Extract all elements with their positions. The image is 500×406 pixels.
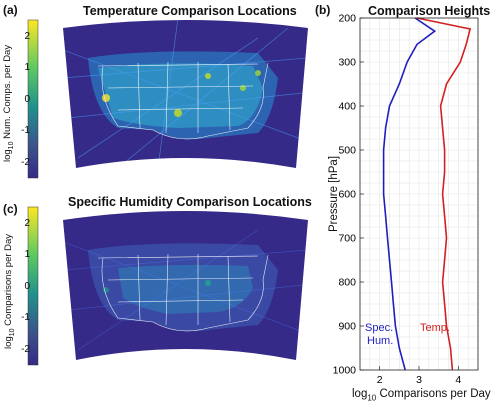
colorbar-tick: 2 (24, 218, 30, 229)
legend-temp: Temp. (420, 322, 450, 334)
x-axis-label-suffix: Comparisons per Day (376, 388, 491, 400)
colorbar-gradient (27, 206, 39, 366)
panel-a-map (63, 20, 308, 168)
colorbar-tick: -2 (21, 157, 30, 168)
panel-c-colorbar-ticks: 2 1 0 -1 -2 (18, 205, 30, 370)
plot-frame (359, 17, 479, 371)
colorbar-tick: -2 (21, 344, 30, 355)
hotspot (103, 287, 109, 293)
panel-b-label: (b) (315, 3, 331, 17)
colorbar-tick: 0 (24, 281, 30, 292)
panel-c-colorbar (27, 206, 39, 366)
flight-tracks (63, 229, 308, 351)
x-tick-label: 2 (377, 374, 383, 386)
colorbar-tick: 1 (24, 249, 30, 260)
y-tick-label: 200 (338, 13, 356, 25)
series-temp-line (416, 17, 472, 371)
legend-spec-hum-line2: Hum. (367, 335, 393, 347)
colorbar-tick: 1 (24, 62, 30, 73)
panel-c-map (63, 211, 308, 360)
panel-b-title: Comparison Heights (368, 4, 491, 18)
state-borders (97, 253, 269, 332)
state-borders (97, 61, 269, 140)
x-axis-label-prefix: log (352, 388, 368, 400)
y-tick-label: 1000 (333, 365, 357, 377)
grid (359, 17, 479, 371)
x-tick-label: 4 (455, 374, 461, 386)
flight-tracks (63, 20, 308, 168)
hotspot (255, 70, 261, 76)
y-tick-label: 500 (338, 145, 356, 157)
colorbar-tick: 2 (24, 31, 30, 42)
panel-a-colorbar-ticks: 2 1 0 -1 -2 (18, 18, 30, 183)
y-tick-label: 900 (338, 321, 356, 333)
colorbar-tick: -1 (21, 125, 30, 136)
colorbar-tick: -1 (21, 312, 30, 323)
hotspot (240, 85, 246, 91)
y-tick-label: 300 (338, 57, 356, 69)
panel-c-title: Specific Humidity Comparison Locations (68, 195, 312, 209)
x-axis-label-sub: 10 (367, 393, 377, 403)
series-lines (382, 17, 472, 371)
hotspot (174, 109, 182, 117)
legend-spec-hum-line1: Spec. (365, 322, 393, 334)
hotspot (205, 73, 211, 79)
x-tick-label: 3 (416, 374, 422, 386)
y-tick-label: 600 (338, 189, 356, 201)
y-tick-label: 800 (338, 277, 356, 289)
axis-ticks: 200 300 400 500 600 700 800 900 1000 2 3 4 (333, 13, 462, 387)
hotspot (205, 280, 211, 286)
panel-a-label: (a) (3, 3, 18, 17)
series-spec-hum-line (382, 17, 437, 371)
panel-a-title: Temperature Comparison Locations (83, 4, 297, 18)
panel-b-xlabel: log10 Comparisons per Day (352, 388, 491, 402)
panel-a-colorbar (27, 19, 39, 179)
y-tick-label: 700 (338, 233, 356, 245)
y-tick-label: 400 (338, 101, 356, 113)
colorbar-gradient (27, 19, 39, 179)
panel-c-label: (c) (3, 202, 18, 216)
colorbar-tick: 0 (24, 94, 30, 105)
